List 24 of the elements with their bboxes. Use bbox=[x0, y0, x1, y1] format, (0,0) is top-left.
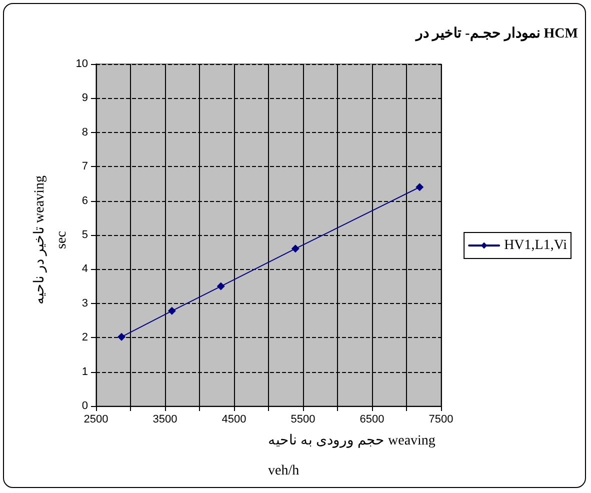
point bbox=[216, 282, 225, 290]
point bbox=[118, 332, 126, 341]
legend-label: HV1,L1,Vi bbox=[504, 238, 568, 253]
y-tick-label: 6 bbox=[82, 194, 88, 207]
y-tick-label: 7 bbox=[82, 160, 88, 173]
x-tick-label: 7500 bbox=[428, 414, 454, 426]
point bbox=[291, 244, 300, 253]
x-tick-label: 6500 bbox=[360, 414, 384, 426]
y-tick-label: 5 bbox=[82, 229, 88, 241]
y-tick-label: 2 bbox=[82, 332, 88, 344]
y-tick-label: 4 bbox=[82, 263, 88, 276]
y-tick-label: 0 bbox=[82, 400, 88, 412]
x-tick-label: 4500 bbox=[222, 414, 246, 426]
point bbox=[168, 306, 176, 315]
y-tick-label: 1 bbox=[82, 366, 88, 378]
x-tick-label: 5500 bbox=[290, 414, 316, 426]
y-tick-label: 8 bbox=[82, 126, 88, 138]
y-tick-label: 3 bbox=[82, 297, 88, 310]
x-tick-label: 3500 bbox=[152, 414, 178, 426]
point bbox=[416, 183, 424, 192]
y-tick-label: 9 bbox=[82, 92, 88, 104]
x-tick-label: 2500 bbox=[84, 414, 108, 426]
y-tick-label: 10 bbox=[76, 58, 88, 70]
text: نمودار حجـم- تاخیر در HCM bbox=[415, 26, 578, 42]
